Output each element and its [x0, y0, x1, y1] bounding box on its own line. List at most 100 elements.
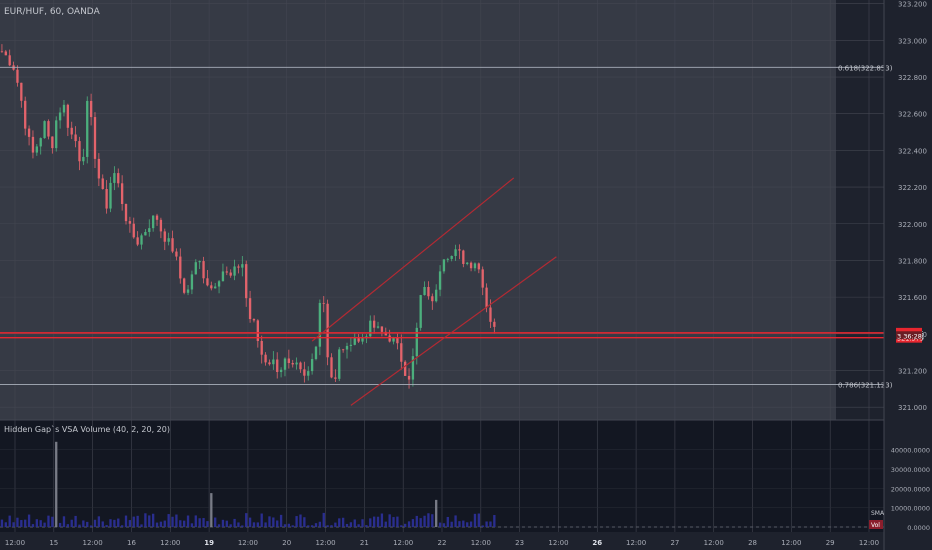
price-axis-ticks: 323.200 323.000 322.800 322.600 322.400 322.2…	[898, 1, 927, 412]
volume-bar	[353, 519, 356, 527]
candle	[109, 182, 112, 209]
volume-tick-label: 10000.0000	[891, 505, 930, 513]
candle	[16, 69, 19, 83]
volume-bar	[388, 514, 391, 527]
candle	[303, 369, 306, 376]
volume-bar	[400, 525, 403, 527]
volume-bar	[163, 520, 166, 527]
candle	[62, 104, 66, 113]
time-axis-bg[interactable]	[0, 532, 884, 550]
volume-bar	[66, 524, 70, 527]
volume-bar	[51, 516, 54, 527]
volume-bar	[229, 524, 232, 527]
volume-bar	[384, 521, 387, 527]
volume-bar	[175, 514, 178, 527]
candle	[268, 362, 271, 365]
volume-bar	[473, 513, 477, 527]
candle	[264, 354, 267, 363]
candle	[396, 337, 399, 344]
price-tick-label: 323.000	[898, 37, 927, 45]
time-tick-label: 12:00	[160, 539, 180, 547]
volume-bar	[35, 519, 38, 527]
candle	[186, 289, 190, 293]
volume-bar	[105, 525, 108, 527]
volume-bar	[58, 522, 62, 527]
volume-bar	[55, 441, 58, 527]
candle	[260, 340, 263, 355]
current-price-tag-bg	[896, 331, 922, 340]
volume-bar	[392, 517, 395, 527]
candle	[124, 203, 128, 222]
volume-bar	[318, 521, 322, 527]
volume-bar	[396, 516, 399, 527]
candle	[252, 319, 256, 321]
candle	[93, 117, 97, 159]
volume-bar	[334, 522, 337, 527]
candle	[295, 362, 298, 365]
candle	[485, 287, 488, 308]
candle	[415, 327, 418, 357]
volume-bar	[481, 525, 484, 527]
volume-bar	[310, 525, 314, 527]
price-tick-label: 322.200	[898, 184, 927, 192]
candle	[442, 259, 446, 272]
price-axis-bg[interactable]	[884, 0, 932, 550]
volume-tick-label: 30000.0000	[891, 466, 930, 474]
candle	[435, 289, 438, 302]
candle	[334, 377, 337, 379]
volume-bar	[493, 515, 496, 527]
volume-bar	[27, 514, 31, 527]
volume-bar	[349, 522, 353, 527]
price-tick-label: 323.200	[898, 1, 927, 9]
volume-bar	[233, 518, 236, 527]
candle	[256, 320, 259, 341]
volume-bar	[438, 522, 442, 527]
candle	[291, 362, 294, 365]
volume-bar	[264, 522, 267, 527]
time-tick-label: 12:00	[471, 539, 491, 547]
volume-bar	[113, 519, 116, 527]
volume-tick-label: 20000.0000	[891, 485, 930, 493]
volume-bar	[283, 524, 287, 527]
volume-bar	[450, 521, 453, 527]
candle	[221, 271, 225, 282]
time-tick-label: 19	[204, 539, 214, 547]
volume-bar	[70, 519, 73, 527]
candle	[477, 263, 480, 270]
candle	[489, 307, 492, 322]
volume-bar	[276, 520, 279, 527]
candle	[151, 215, 155, 229]
candle	[31, 136, 35, 153]
time-tick-label: 20	[282, 539, 291, 547]
candle	[431, 296, 434, 302]
candle	[74, 134, 77, 142]
candle	[194, 262, 197, 275]
candle	[89, 100, 93, 118]
volume-bar	[279, 514, 283, 527]
candle	[388, 335, 391, 342]
volume-bar	[39, 520, 42, 527]
time-tick-label: 16	[127, 539, 136, 547]
candle	[27, 128, 31, 137]
time-tick-label: 23	[515, 539, 524, 547]
volume-bar	[82, 520, 85, 527]
candle	[237, 266, 240, 268]
candle	[183, 278, 186, 293]
candle	[341, 349, 345, 351]
candle	[101, 178, 104, 189]
volume-bar	[120, 525, 124, 527]
candle	[462, 250, 465, 264]
candle	[20, 82, 23, 101]
candle	[473, 263, 477, 269]
candle	[202, 261, 205, 279]
time-tick-label: 12:00	[315, 539, 335, 547]
volume-bar	[117, 518, 120, 527]
volume-bar	[89, 525, 93, 527]
candle	[276, 359, 279, 373]
candle	[372, 320, 376, 328]
candle	[163, 231, 166, 242]
volume-bar	[0, 519, 4, 527]
volume-bar	[167, 514, 170, 527]
price-tick-label: 321.000	[898, 404, 927, 412]
